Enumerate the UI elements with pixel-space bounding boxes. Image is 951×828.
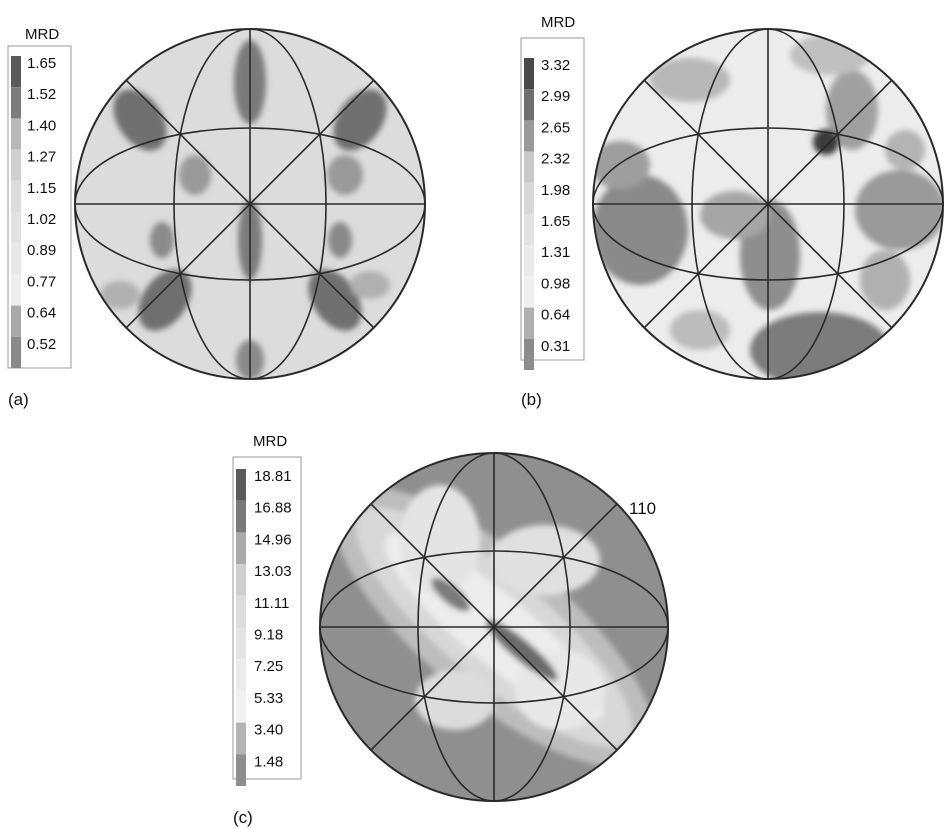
legend-scale-a: 1.65 1.52 1.40 1.27 1.15 1.02 0.89 0.77 0.64 0.52 — [11, 55, 56, 368]
panel-label-b: (b) — [521, 390, 542, 409]
legend-swatch — [236, 754, 246, 786]
legend-swatch — [236, 659, 246, 691]
legend-value: 18.81 — [254, 468, 292, 485]
legend-value: 2.99 — [541, 88, 570, 105]
legend-swatch — [236, 628, 246, 660]
legend-value: 0.52 — [27, 336, 56, 353]
legend-swatch — [524, 339, 534, 370]
pole-figure-a — [75, 29, 425, 380]
panel-label-c: (c) — [233, 808, 253, 827]
legend-value: 1.65 — [27, 55, 56, 72]
legend-value: 1.65 — [541, 213, 570, 230]
legend-swatch — [524, 120, 534, 151]
legend-value: 1.27 — [27, 149, 56, 166]
panel-b: MRD 3.32 2.99 2.65 2.32 1.98 1.65 1.31 0.98 0.64… — [521, 14, 945, 409]
legend-value: 11.11 — [254, 595, 289, 612]
legend-value: 16.88 — [254, 500, 292, 517]
stereographic-grid-b — [593, 29, 943, 379]
legend-swatch — [11, 337, 21, 368]
legend-value: 5.33 — [254, 690, 283, 707]
legend-value: 14.96 — [254, 531, 292, 548]
legend-value: 1.48 — [254, 753, 283, 770]
legend-swatch — [11, 56, 21, 87]
legend-value: 0.31 — [541, 338, 570, 355]
legend-swatch — [11, 118, 21, 149]
legend-value: 3.32 — [541, 57, 570, 74]
legend-title-b: MRD — [541, 14, 575, 31]
legend-swatch — [236, 723, 246, 755]
legend-value: 0.98 — [541, 275, 570, 292]
legend-scale-b: 3.32 2.99 2.65 2.32 1.98 1.65 1.31 0.98 0.64 0.31 — [524, 57, 570, 370]
legend-swatch — [524, 308, 534, 339]
legend-swatch — [236, 469, 246, 501]
legend-swatch — [11, 150, 21, 181]
legend-swatch — [524, 214, 534, 245]
legend-swatch — [524, 152, 534, 183]
legend-swatch — [11, 212, 21, 243]
legend-value: 2.65 — [541, 119, 570, 136]
legend-swatch — [236, 501, 246, 533]
legend-value: 1.40 — [27, 117, 56, 134]
legend-title-a: MRD — [25, 26, 59, 43]
legend-swatch — [11, 243, 21, 274]
legend-swatch — [524, 276, 534, 307]
legend-swatch — [236, 564, 246, 596]
pole-figure-b — [590, 29, 945, 388]
legend-value: 1.15 — [27, 180, 56, 197]
pole-label-c: 110 — [629, 499, 656, 518]
legend-value: 1.98 — [541, 182, 570, 199]
legend-swatch — [11, 181, 21, 212]
legend-swatch — [236, 691, 246, 723]
panel-c: MRD 18.81 16.88 14.96 13.03 11.11 9.18 7.25 5.3… — [233, 433, 693, 827]
legend-value: 0.89 — [27, 242, 56, 259]
legend-value: 1.31 — [541, 244, 570, 261]
legend-swatch — [236, 596, 246, 628]
legend-swatch — [524, 183, 534, 214]
legend-swatch — [524, 58, 534, 89]
legend-swatch — [11, 87, 21, 118]
legend-value: 1.52 — [27, 86, 56, 103]
legend-value: 9.18 — [254, 627, 283, 644]
legend-swatch — [524, 245, 534, 276]
legend-value: 0.64 — [27, 305, 56, 322]
panel-a: MRD 1.65 1.52 1.40 1.27 1.15 1.02 0.89 0.77 0.64… — [8, 26, 425, 409]
legend-value: 1.02 — [27, 211, 56, 228]
legend-swatch — [11, 306, 21, 337]
stereographic-grid-a — [75, 29, 425, 379]
legend-title-c: MRD — [253, 433, 287, 450]
legend-value: 3.40 — [254, 722, 283, 739]
legend-value: 0.77 — [27, 273, 56, 290]
stereographic-grid-c — [320, 453, 668, 801]
legend-swatch — [236, 532, 246, 564]
panel-label-a: (a) — [8, 390, 29, 409]
legend-value: 0.64 — [541, 307, 570, 324]
legend-value: 2.32 — [541, 151, 570, 168]
legend-swatch — [524, 89, 534, 120]
legend-value: 13.03 — [254, 563, 292, 580]
legend-value: 7.25 — [254, 658, 283, 675]
legend-swatch — [11, 274, 21, 305]
